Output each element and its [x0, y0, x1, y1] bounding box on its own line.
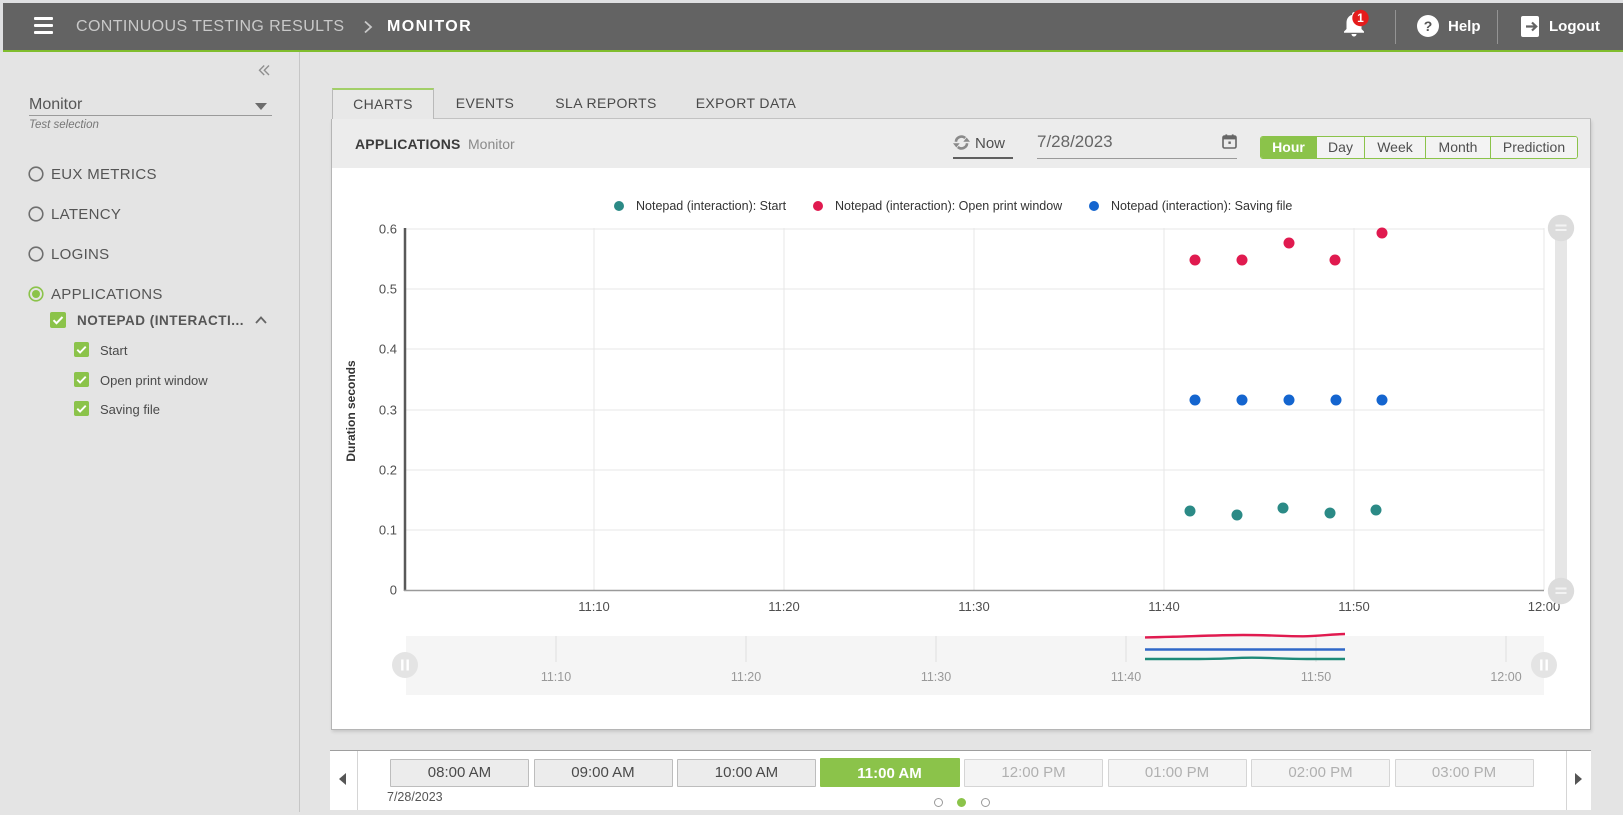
svg-text:11:30: 11:30 — [921, 670, 951, 684]
svg-text:11:30: 11:30 — [958, 599, 990, 614]
svg-text:Notepad (interaction): Open pr: Notepad (interaction): Open print window — [835, 199, 1063, 213]
svg-text:11:20: 11:20 — [731, 670, 761, 684]
svg-text:11:40: 11:40 — [1111, 670, 1141, 684]
svg-text:11:10: 11:10 — [578, 599, 610, 614]
svg-text:12:00: 12:00 — [1528, 599, 1561, 614]
svg-text:?: ? — [1424, 18, 1433, 34]
svg-text:11:10: 11:10 — [541, 670, 571, 684]
svg-text:1: 1 — [1357, 11, 1364, 25]
svg-text:0.2: 0.2 — [379, 463, 397, 478]
svg-text:11:40: 11:40 — [1148, 599, 1180, 614]
svg-text:0.6: 0.6 — [379, 222, 397, 237]
svg-text:0.3: 0.3 — [379, 403, 397, 418]
svg-text:11:50: 11:50 — [1301, 670, 1331, 684]
svg-text:11:50: 11:50 — [1338, 599, 1370, 614]
svg-text:11:20: 11:20 — [768, 599, 800, 614]
svg-text:Notepad (interaction): Saving: Notepad (interaction): Saving file — [1111, 199, 1292, 213]
svg-text:0.1: 0.1 — [379, 523, 397, 538]
svg-text:0: 0 — [390, 583, 397, 598]
svg-text:Notepad (interaction): Start: Notepad (interaction): Start — [636, 199, 787, 213]
svg-text:0.4: 0.4 — [379, 342, 397, 357]
svg-text:12:00: 12:00 — [1490, 670, 1521, 684]
svg-text:0.5: 0.5 — [379, 282, 397, 297]
svg-text:Duration seconds: Duration seconds — [344, 360, 358, 462]
